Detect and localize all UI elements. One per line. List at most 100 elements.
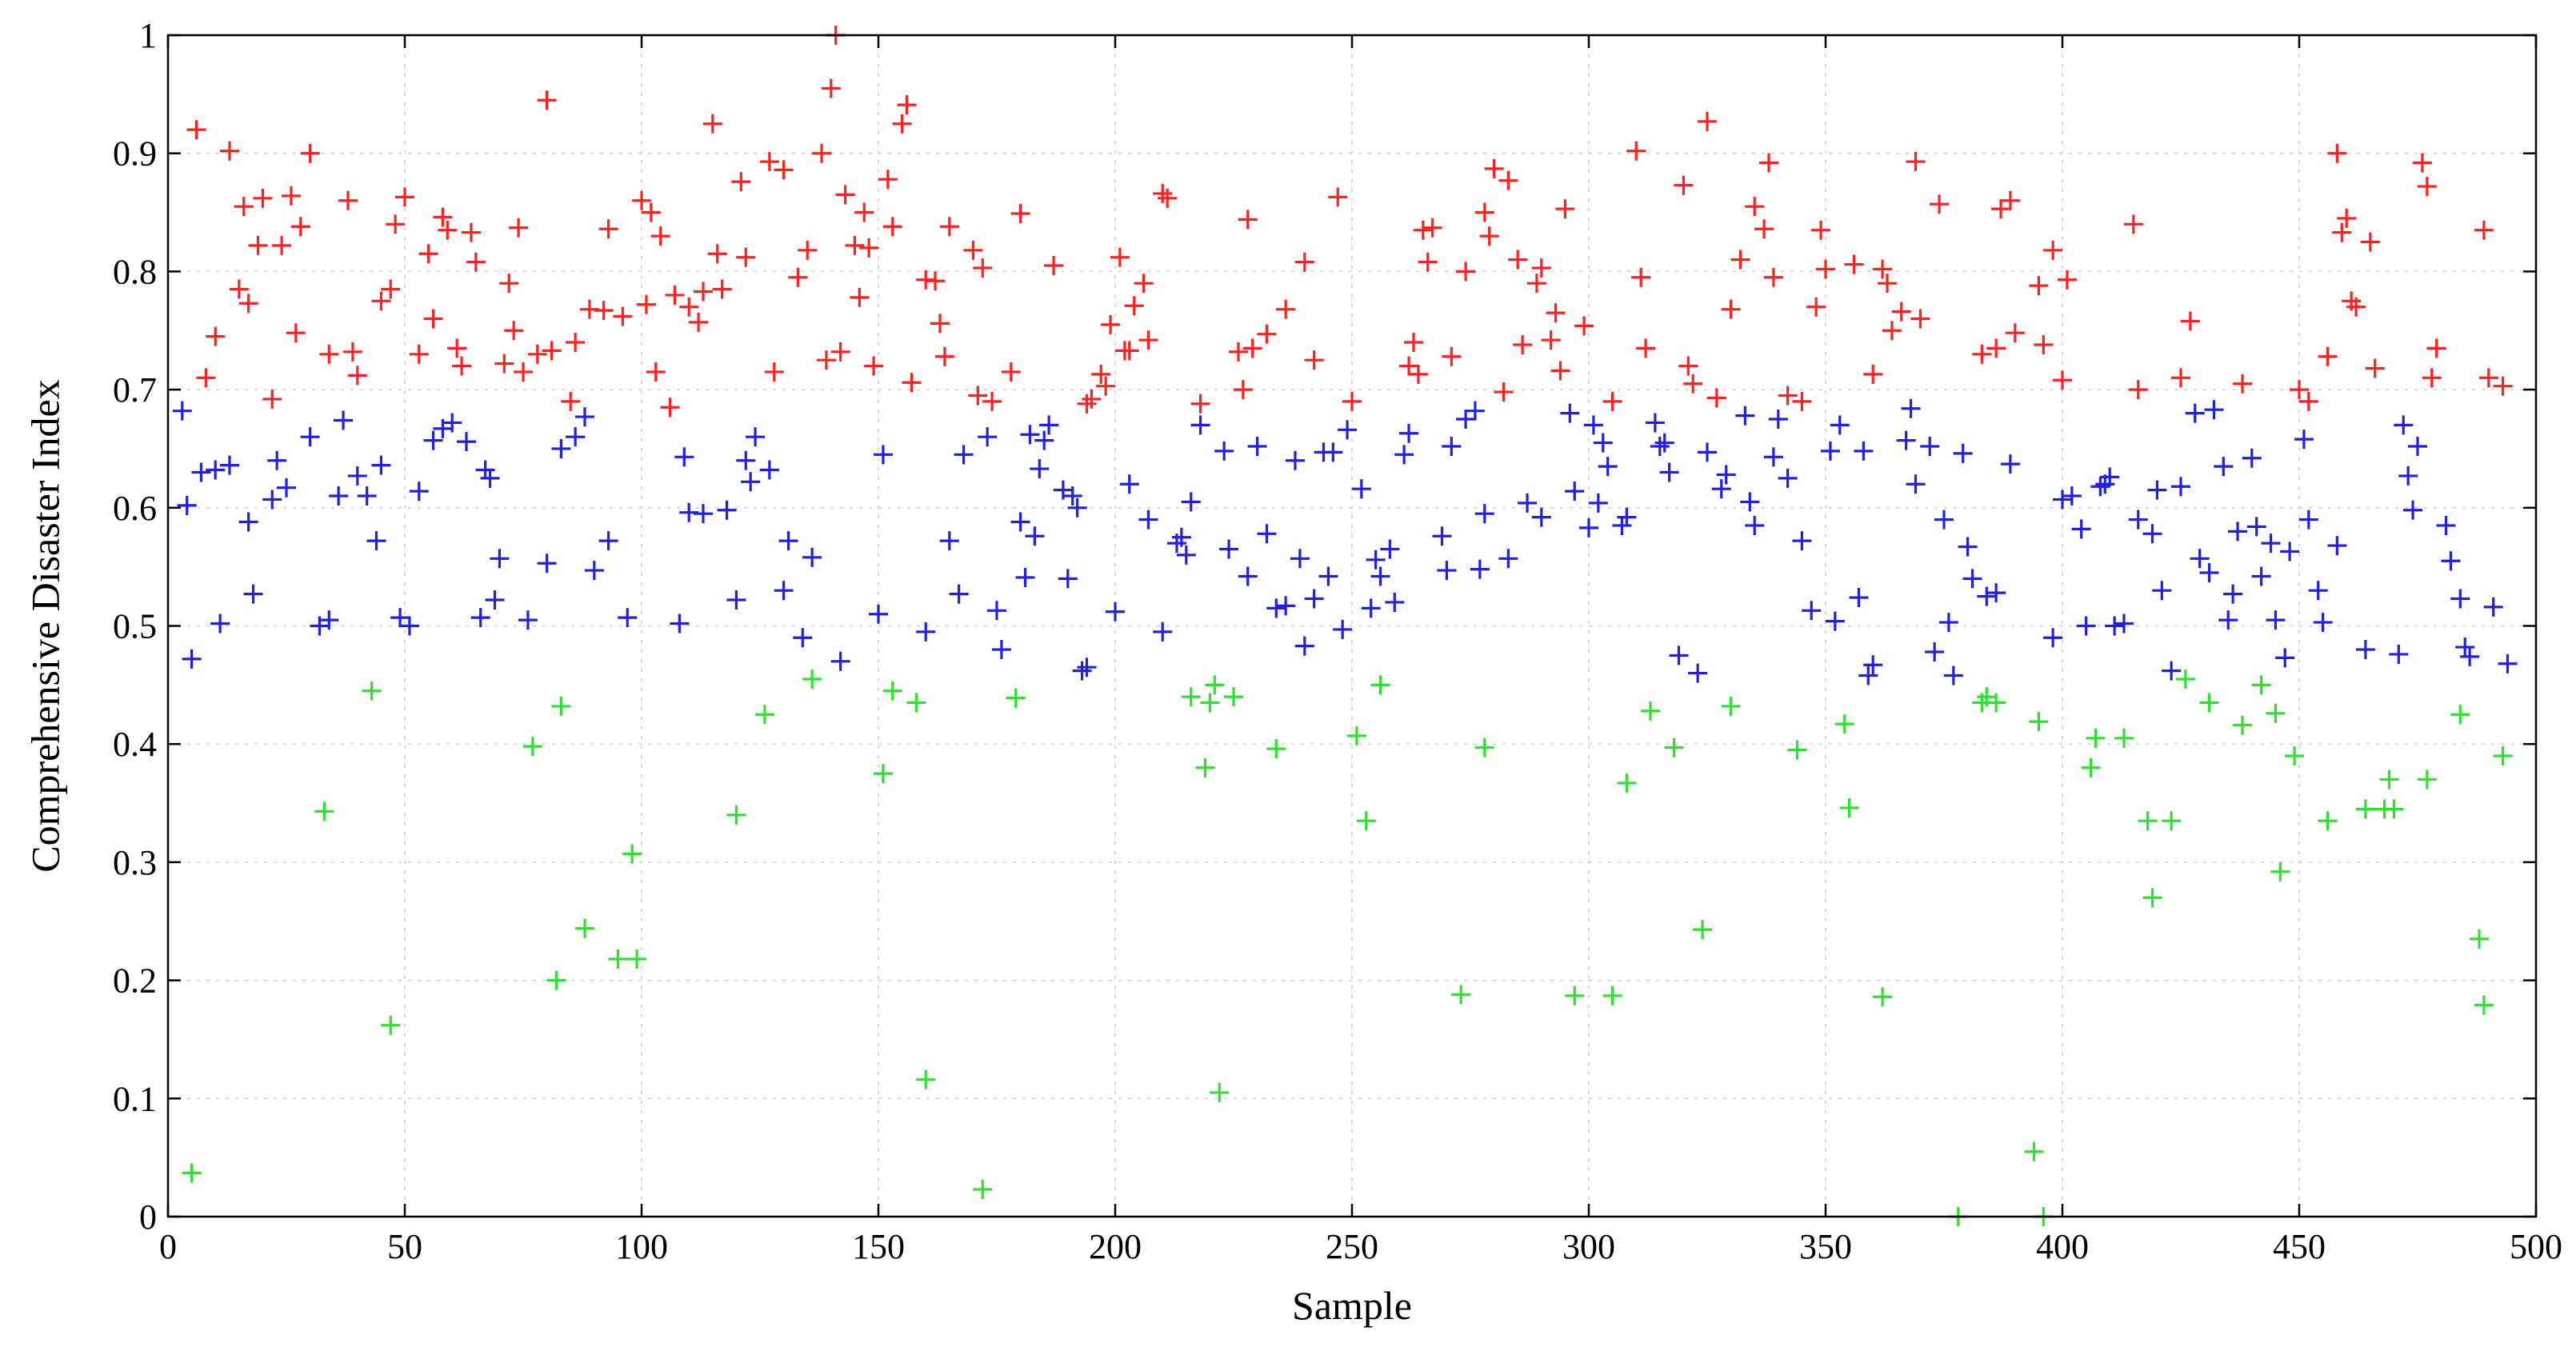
data-point [1257,324,1277,344]
data-point [2298,510,2318,530]
data-point [1740,492,1760,512]
data-point [2426,338,2446,358]
data-point [1626,141,1646,161]
data-point [2128,510,2148,530]
data-point [845,235,865,255]
data-points [172,26,2518,1226]
data-point [319,344,339,364]
data-point [2474,220,2494,240]
data-point [1318,566,1338,586]
data-point [1044,256,1064,276]
y-tick-label: 1 [139,16,157,55]
data-point [774,160,794,180]
data-point [1962,569,1982,589]
data-point [390,608,410,628]
data-point [2000,190,2020,210]
data-point [551,696,571,716]
data-point [1106,602,1125,622]
data-point [1873,259,1893,279]
data-point [1891,302,1911,322]
data-point [2275,648,2295,668]
data-point [2384,799,2404,819]
data-point [537,554,557,574]
data-point [1346,725,1366,745]
data-point [2043,628,2063,648]
data-point [1153,183,1173,203]
x-axis-label: Sample [1292,1283,1412,1328]
data-point [1825,611,1845,631]
y-tick-label: 0.7 [113,370,157,410]
data-point [835,185,855,205]
data-point [1778,468,1798,488]
data-point [1158,188,1178,208]
data-point [632,190,651,210]
data-point [1925,642,1945,662]
data-point [1010,512,1030,532]
data-point [598,219,618,239]
data-point [2417,177,2437,197]
data-point [509,218,529,238]
data-point [1958,537,1978,557]
data-point [1834,714,1854,734]
data-point [423,430,443,450]
data-point [2081,757,2101,777]
data-point [466,252,486,272]
data-point [2232,374,2252,394]
data-point [452,356,472,376]
data-point [1849,588,1869,608]
data-point [172,401,192,421]
data-point [1422,218,1442,238]
data-point [1906,152,1926,172]
data-point [2190,549,2210,569]
data-point [1986,693,2006,713]
data-point [1531,258,1551,278]
data-point [930,314,950,334]
data-point [1200,693,1220,713]
data-point [499,274,519,294]
data-point [2327,143,2347,163]
data-point [566,427,586,447]
data-point [1901,398,1921,418]
x-tick-labels: 0 50 100 150 200 250 300 350 400 450 500 [159,1227,2562,1266]
data-point [1706,388,1726,408]
data-point [778,531,798,551]
data-point [2214,457,2234,477]
data-point [272,235,292,255]
data-point [1096,376,1116,396]
data-point [1669,646,1689,666]
data-point [518,610,538,630]
data-point [1721,299,1741,319]
y-tick-label: 0.9 [113,134,157,174]
data-point [1659,462,1679,482]
data-point [1342,391,1362,411]
data-point [1844,254,1864,274]
data-point [916,622,936,642]
data-point [300,143,320,163]
data-point [1858,666,1878,685]
data-point [1442,436,1462,456]
data-point [551,438,571,458]
x-tick-label: 350 [1799,1227,1852,1266]
data-point [2417,769,2437,789]
data-point [2057,270,2077,290]
data-point [987,601,1006,621]
data-point [229,279,249,299]
data-point [759,460,779,480]
data-point [679,297,699,317]
data-point [731,172,751,192]
data-point [206,460,226,480]
data-point [566,333,586,353]
data-point [1920,436,1940,456]
data-point [1247,436,1267,456]
data-point [1555,199,1575,219]
data-point [1593,433,1613,453]
data-point [490,549,510,569]
data-point [598,531,618,551]
data-point [1617,507,1637,527]
data-point [2152,581,2172,601]
data-point [1977,586,1997,606]
data-point [878,170,898,190]
data-point [1062,486,1082,506]
data-point [1238,210,1258,230]
data-point [2478,368,2498,388]
